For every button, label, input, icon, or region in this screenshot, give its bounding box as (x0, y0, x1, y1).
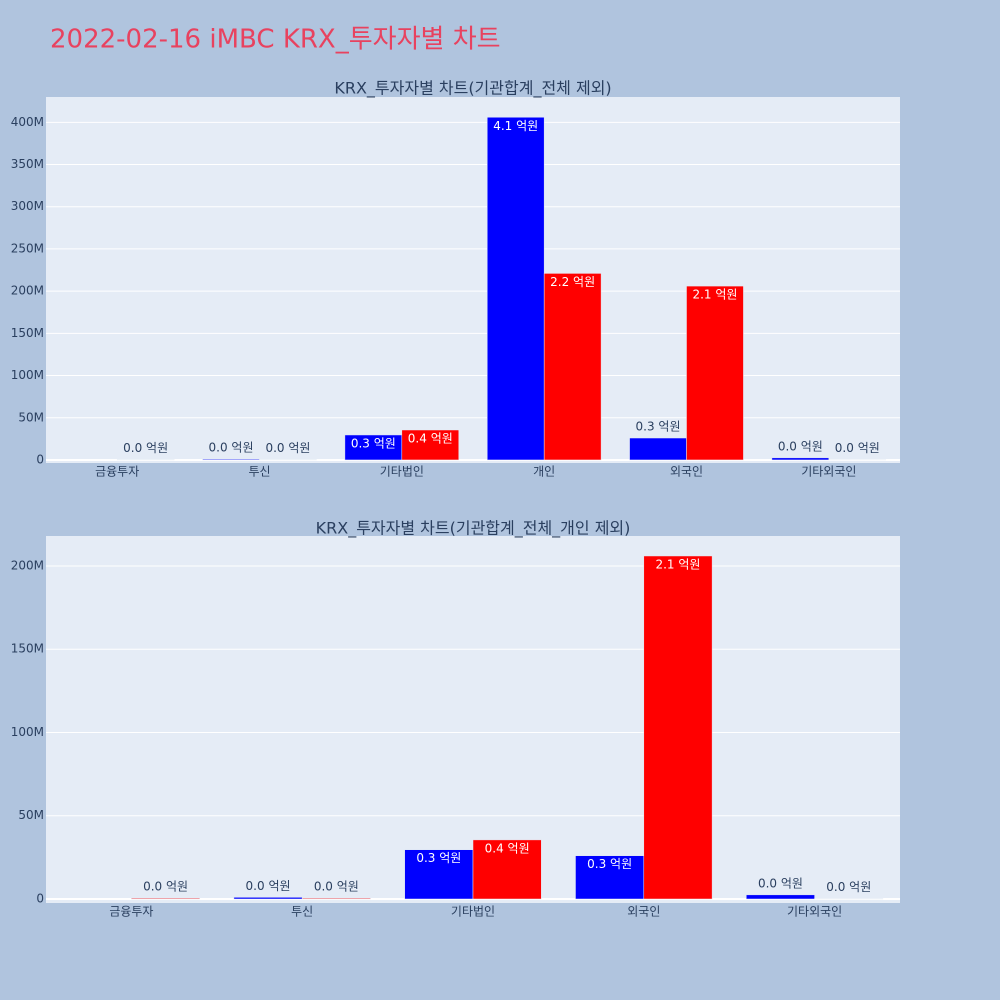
bar (404, 849, 474, 900)
bar (131, 897, 200, 900)
value-label: 0.0 억원 (265, 441, 310, 455)
y-tick-label: 250M (11, 241, 44, 255)
x-tick-label: 투신 (248, 465, 270, 479)
y-tick-label: 0 (36, 892, 44, 906)
bar (686, 285, 744, 461)
y-tick-label: 300M (11, 199, 44, 213)
value-label: 0.0 억원 (123, 441, 168, 455)
bar (746, 894, 815, 900)
y-tick-label: 100M (11, 368, 44, 382)
y-tick-label: 350M (11, 157, 44, 171)
x-tick-label: 외국인 (670, 465, 703, 479)
value-label: 0.0 억원 (246, 879, 291, 893)
bar (486, 117, 545, 461)
y-tick-label: 200M (11, 284, 44, 298)
x-tick-label: 투신 (291, 905, 313, 919)
value-label: 0.0 억원 (758, 876, 803, 890)
x-tick-label: 기타외국인 (787, 905, 842, 919)
x-tick-label: 기타법인 (380, 465, 424, 479)
bar (543, 273, 602, 461)
page-title: 2022-02-16 iMBC KRX_투자자별 차트 (50, 25, 501, 55)
y-tick-label: 100M (11, 725, 44, 739)
y-tick-label: 150M (11, 642, 44, 656)
value-label: 0.3 억원 (587, 857, 632, 871)
value-label: 0.0 억원 (835, 441, 880, 455)
bar (301, 897, 371, 900)
value-label: 0.0 억원 (778, 439, 823, 453)
x-tick-label: 금융투자 (109, 905, 153, 919)
value-label: 2.1 억원 (655, 557, 700, 571)
value-label: 0.0 억원 (314, 880, 359, 894)
value-label: 2.1 억원 (692, 288, 737, 302)
value-label: 0.3 억원 (416, 851, 461, 865)
x-tick-label: 개인 (533, 465, 555, 479)
x-tick-label: 기타외국인 (801, 465, 856, 479)
bar (771, 457, 830, 461)
y-tick-label: 150M (11, 326, 44, 340)
y-tick-label: 50M (18, 808, 44, 822)
plot-area (46, 97, 900, 463)
value-label: 0.0 억원 (209, 441, 254, 455)
x-tick-label: 기타법인 (451, 905, 495, 919)
value-label: 0.0 억원 (826, 880, 871, 894)
value-label: 0.3 억원 (351, 436, 396, 450)
bar (472, 839, 542, 900)
bar (401, 429, 460, 461)
value-label: 0.4 억원 (485, 841, 530, 855)
value-label: 2.2 억원 (550, 275, 595, 289)
x-tick-label: 외국인 (627, 905, 660, 919)
chart-title: KRX_투자자별 차트(기관합계_전체 제외) (334, 79, 611, 99)
chart-title: KRX_투자자별 차트(기관합계_전체_개인 제외) (316, 519, 631, 539)
bar (643, 555, 713, 900)
y-tick-label: 200M (11, 558, 44, 572)
value-label: 0.4 억원 (408, 431, 453, 445)
x-tick-label: 금융투자 (95, 465, 139, 479)
value-label: 0.0 억원 (143, 880, 188, 894)
bar (202, 458, 260, 461)
value-label: 0.3 억원 (636, 420, 681, 434)
y-tick-label: 0 (36, 452, 44, 466)
bar (629, 437, 687, 461)
bar (233, 897, 303, 900)
y-tick-label: 50M (18, 410, 44, 424)
value-label: 4.1 억원 (493, 119, 538, 133)
y-tick-label: 400M (11, 115, 44, 129)
